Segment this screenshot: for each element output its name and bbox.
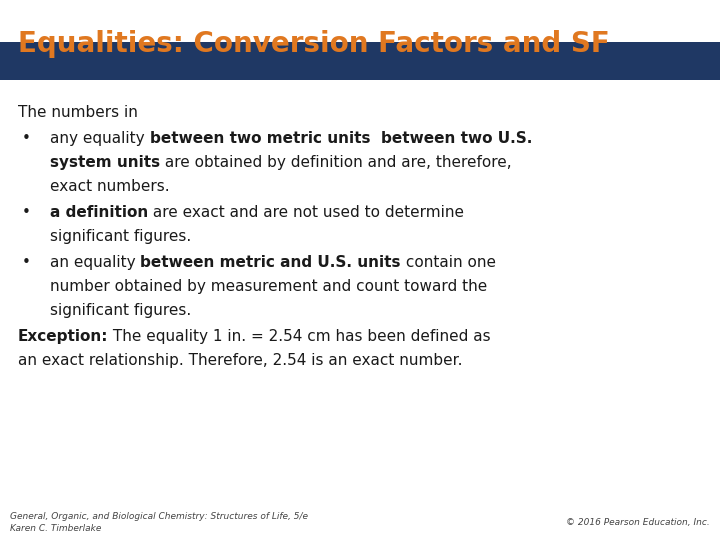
Text: The numbers in: The numbers in <box>18 105 138 120</box>
Text: are obtained by definition and are, therefore,: are obtained by definition and are, ther… <box>160 155 512 170</box>
Text: a definition: a definition <box>50 205 148 220</box>
Text: between metric and U.S. units: between metric and U.S. units <box>140 255 401 270</box>
Text: between two metric units  between two U.S.: between two metric units between two U.S… <box>150 131 532 146</box>
Text: an exact relationship. Therefore, 2.54 is an exact number.: an exact relationship. Therefore, 2.54 i… <box>18 353 462 368</box>
Text: Equalities: Conversion Factors and SF: Equalities: Conversion Factors and SF <box>18 30 610 58</box>
Text: Exception:: Exception: <box>18 329 109 344</box>
Text: The equality 1 in. = 2.54 cm has been defined as: The equality 1 in. = 2.54 cm has been de… <box>109 329 491 344</box>
Text: exact numbers.: exact numbers. <box>50 179 170 194</box>
Text: number obtained by measurement and count toward the: number obtained by measurement and count… <box>50 279 487 294</box>
Text: •: • <box>22 131 31 146</box>
Text: •: • <box>22 255 31 270</box>
Text: © 2016 Pearson Education, Inc.: © 2016 Pearson Education, Inc. <box>566 518 710 527</box>
Text: are exact and are not used to determine: are exact and are not used to determine <box>148 205 464 220</box>
Text: significant figures.: significant figures. <box>50 229 192 244</box>
Text: contain one: contain one <box>401 255 496 270</box>
Text: •: • <box>22 205 31 220</box>
Text: system units: system units <box>50 155 160 170</box>
Text: General, Organic, and Biological Chemistry: Structures of Life, 5/e: General, Organic, and Biological Chemist… <box>10 512 308 521</box>
Text: any equality: any equality <box>50 131 150 146</box>
Bar <box>0 42 720 80</box>
Text: an equality: an equality <box>50 255 140 270</box>
Text: significant figures.: significant figures. <box>50 303 192 318</box>
Text: Karen C. Timberlake: Karen C. Timberlake <box>10 524 102 533</box>
